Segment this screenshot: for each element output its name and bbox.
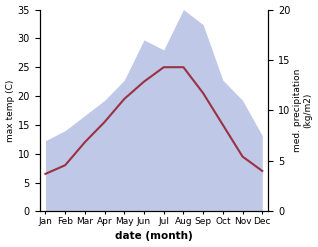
Y-axis label: max temp (C): max temp (C) — [5, 79, 15, 142]
X-axis label: date (month): date (month) — [115, 231, 193, 242]
Y-axis label: med. precipitation
(kg/m2): med. precipitation (kg/m2) — [293, 69, 313, 152]
